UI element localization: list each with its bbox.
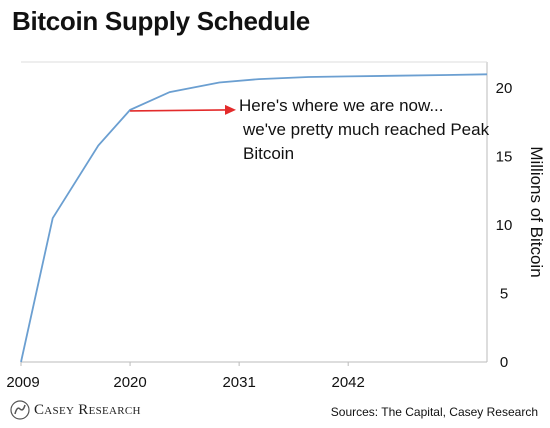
sources-note: Sources: The Capital, Casey Research: [330, 405, 538, 419]
y-tick-label: 20: [496, 80, 513, 97]
annotation-arrow: [130, 109, 227, 112]
annotation-arrowhead: [225, 104, 236, 115]
logo-text: Casey Research: [34, 401, 141, 418]
casey-research-logo: Casey Research: [10, 400, 141, 420]
x-tick-label: 2031: [222, 374, 255, 391]
annotation-text-line: Bitcoin: [243, 144, 294, 163]
y-tick-label: 15: [496, 149, 513, 166]
chart-title: Bitcoin Supply Schedule: [12, 6, 310, 36]
x-tick-label: 2020: [113, 374, 146, 391]
series-line-supply: [20, 73, 488, 363]
y-tick-label: 0: [500, 354, 508, 371]
x-tick-label: 2042: [332, 374, 365, 391]
logo-emblem-icon: [10, 400, 30, 420]
y-axis-label: Millions of Bitcoin: [527, 146, 546, 277]
annotation-text-line: we've pretty much reached Peak: [242, 120, 490, 139]
y-tick-label: 5: [500, 286, 508, 303]
annotation: Here's where we are now... we've pretty m…: [130, 96, 490, 163]
annotation-text-line: Here's where we are now...: [239, 96, 444, 115]
y-tick-labels: 0 5 10 15 20: [496, 80, 513, 371]
x-tick-labels: 2009 2020 2031 2042: [6, 362, 365, 391]
y-tick-label: 10: [496, 217, 513, 234]
x-tick-label: 2009: [6, 374, 39, 391]
